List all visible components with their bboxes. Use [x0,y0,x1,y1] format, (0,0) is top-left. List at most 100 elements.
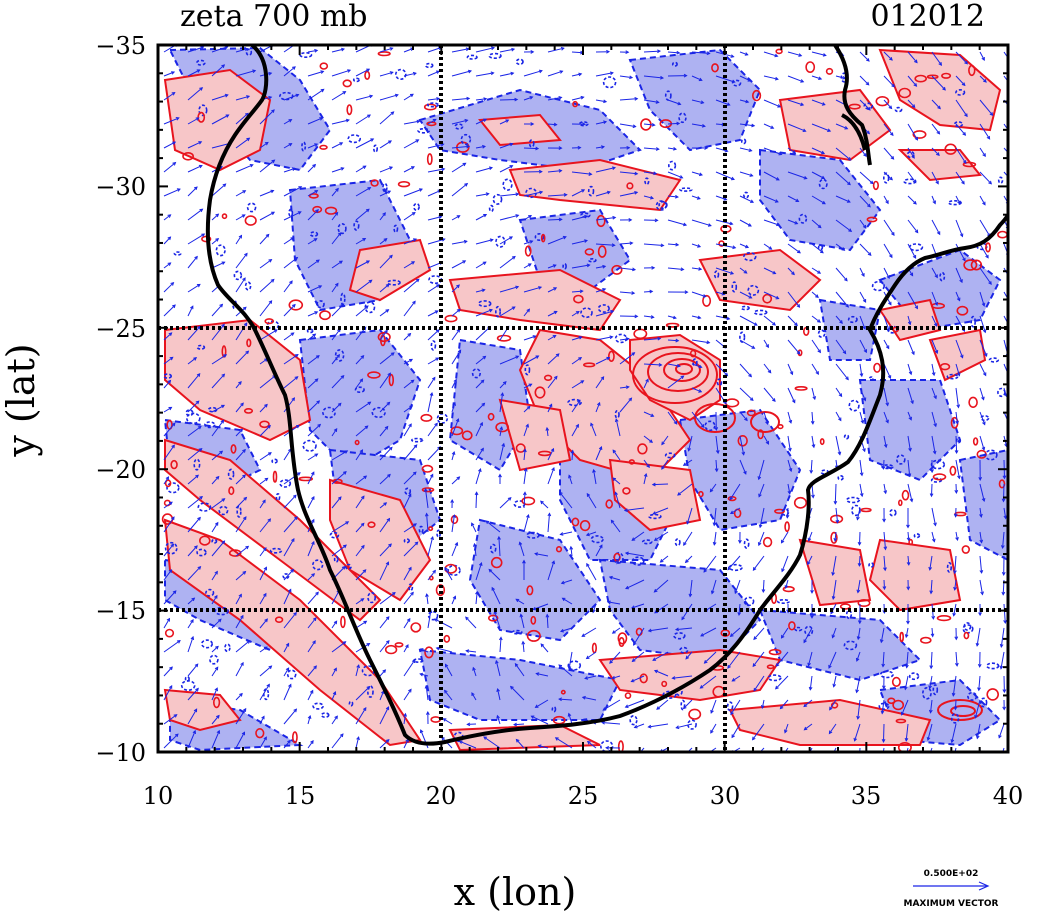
wind-vector [547,170,562,173]
contour-blob [196,59,206,66]
wind-vector-head [846,199,851,203]
wind-vector-head [698,267,703,271]
wind-vector-head [480,447,484,452]
wind-vector [187,208,203,221]
wind-vector [307,496,315,509]
wind-vector-head [368,279,373,284]
wind-vector [355,545,365,557]
wind-vector [691,219,712,227]
wind-vector-head [761,589,766,594]
wind-vector [951,723,957,743]
wind-vector-head [833,537,838,542]
wind-vector-head [860,419,865,425]
wind-vector-head [515,355,520,359]
wind-vector [211,404,225,413]
wind-vector [235,322,248,341]
contour-blob [259,420,270,429]
wind-vector-head [171,422,176,427]
wind-vector [187,545,198,557]
wind-vectors [163,45,1008,763]
wind-vector-head [659,559,664,563]
wind-vector-head [552,334,557,339]
wind-vector [787,459,792,472]
wind-vector-head [558,217,563,222]
wind-vector [547,353,560,365]
contour-blob [580,307,593,319]
wind-vector [163,444,175,461]
wind-vector-head [838,417,842,422]
contour-blob [288,208,294,218]
wind-vector [235,190,246,197]
wind-vector [560,627,573,632]
contour-blob [426,153,433,166]
wind-vector-head [867,203,871,208]
wind-vector-head [434,422,438,427]
wind-vector-head [988,180,993,185]
contour-blob [781,508,790,517]
wind-vector [562,597,573,605]
wind-vector [163,666,173,677]
wind-vector [523,308,530,317]
wind-vector [283,612,297,629]
contour-blob [364,70,371,80]
wind-vector [283,304,296,317]
contour-blob [197,502,212,512]
wind-vector [475,403,485,413]
wind-vector [691,171,703,176]
wind-vector [811,51,826,56]
wind-vector [535,553,549,557]
wind-vector [643,315,654,318]
wind-vector [307,190,318,197]
wind-vector-head [1001,498,1006,503]
wind-vector-head [515,598,520,603]
wind-vector-head [741,451,746,456]
wind-vector [307,715,311,725]
contour-blob [689,349,697,358]
wind-vector-head [631,537,636,541]
wind-vector-head [673,420,678,425]
wind-vector-head [674,627,679,632]
wind-vector-head [804,760,807,763]
contour-blob [673,632,686,640]
wind-vector [727,555,741,570]
wind-vector [307,665,317,677]
wind-vector [546,614,549,629]
wind-vector-head [268,258,273,263]
contour-blob [382,182,388,193]
contour-blob [567,660,582,671]
wind-vector [403,423,412,437]
wind-vector-head [982,421,986,426]
wind-vector [952,675,957,696]
wind-vector-head [240,614,244,619]
wind-vector-head [453,378,457,383]
wind-vector [444,690,453,701]
wind-vector [595,310,614,317]
wind-vector-head [959,279,963,284]
wind-vector [211,183,226,197]
wind-vector [475,591,478,605]
wind-vector [763,291,779,300]
wind-vector [283,354,299,365]
wind-vector [427,570,436,581]
wind-vector [787,291,800,308]
wind-vector-head [778,151,783,156]
wind-vector [595,544,603,557]
wind-vector-head [815,371,819,376]
contour-blob [950,713,960,724]
wind-vector [811,435,815,448]
contour-blob [626,182,634,190]
wind-vector-head [625,385,630,390]
wind-vector [427,310,439,317]
wind-vector [955,459,960,479]
contour-blob [866,216,878,223]
wind-vector [739,195,754,203]
contour-blob [573,294,584,304]
wind-vector [739,291,752,299]
wind-vector [595,217,616,221]
wind-vector-head [575,423,579,428]
wind-vector [547,311,558,317]
contour-blob [980,415,990,422]
wind-vector [163,406,172,413]
wind-vector-head [731,79,736,84]
wind-vector-head [315,591,319,596]
